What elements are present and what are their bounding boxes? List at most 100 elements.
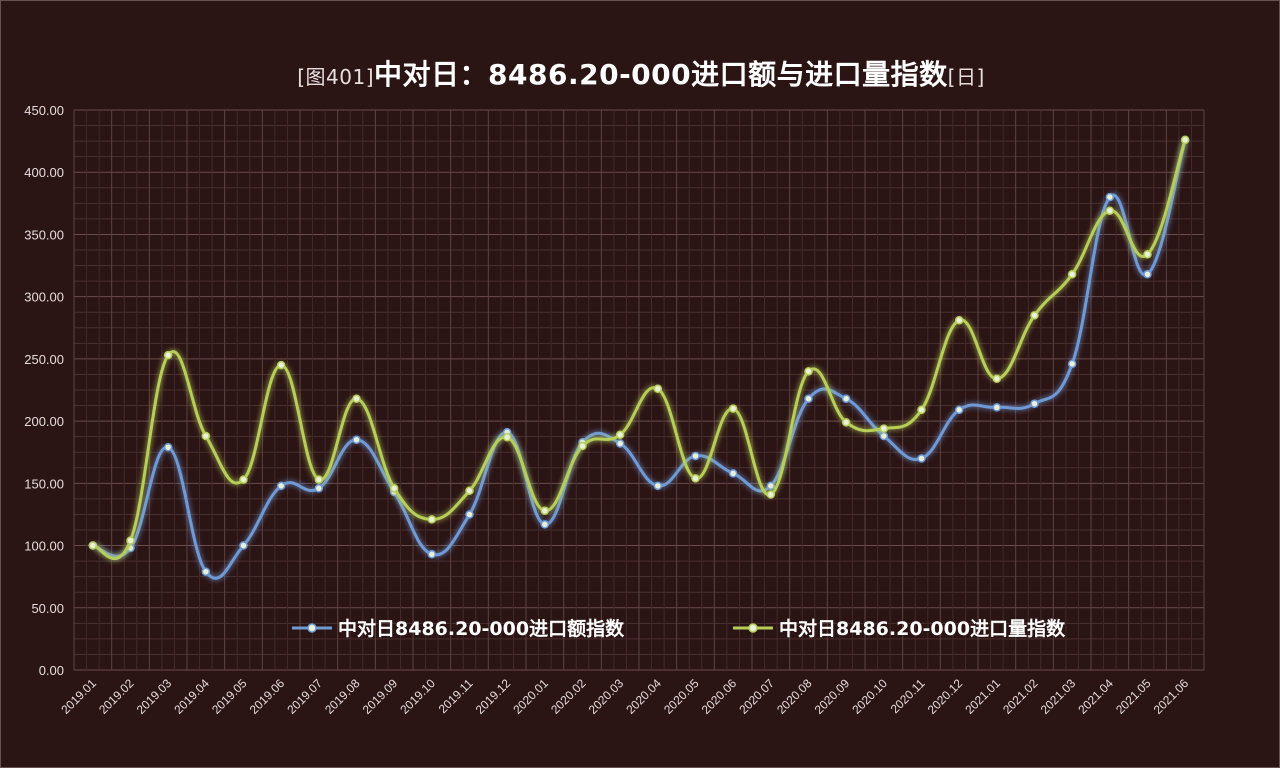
- chart-title-suffix: [日]: [947, 65, 985, 89]
- x-tick-label: 2020.08: [774, 676, 815, 717]
- data-point: [1030, 311, 1039, 320]
- x-tick-label: 2021.05: [1113, 676, 1154, 717]
- plot-grid: [73, 109, 1205, 671]
- x-tick-label: 2021.03: [1038, 676, 1079, 717]
- data-point: [201, 431, 211, 441]
- y-tick-label: 50.00: [31, 601, 64, 616]
- data-point: [427, 550, 437, 559]
- y-tick-label: 250.00: [24, 352, 64, 367]
- y-tick-label: 100.00: [24, 539, 64, 554]
- legend-swatch-marker: [748, 623, 758, 633]
- data-point: [389, 484, 399, 493]
- data-point: [276, 481, 286, 491]
- legend-swatch-marker: [307, 623, 317, 633]
- data-point: [992, 374, 1002, 384]
- data-point: [1105, 192, 1115, 202]
- data-point: [653, 384, 663, 394]
- data-point: [1180, 135, 1190, 145]
- x-tick-label: 2019.09: [360, 676, 401, 717]
- data-point: [88, 541, 98, 550]
- x-tick-label: 2020.10: [849, 676, 890, 717]
- x-tick-label: 2020.05: [661, 676, 702, 717]
- x-tick-label: 2021.02: [1000, 676, 1041, 717]
- data-point: [427, 515, 437, 524]
- data-point: [653, 481, 663, 491]
- data-point: [841, 394, 851, 403]
- data-point: [917, 454, 926, 463]
- x-tick-label: 2020.06: [699, 676, 740, 717]
- legend-label: 中对日8486.20-000进口额指数: [338, 617, 625, 640]
- data-point: [615, 439, 625, 448]
- series-2: [88, 135, 1190, 560]
- data-point: [502, 433, 512, 442]
- x-tick-label: 2019.04: [171, 676, 212, 717]
- data-point: [804, 367, 813, 376]
- data-point: [276, 360, 286, 370]
- data-point: [1105, 206, 1115, 216]
- data-point: [540, 506, 550, 515]
- x-tick-label: 2019.11: [436, 676, 476, 716]
- x-tick-label: 2019.03: [134, 676, 175, 717]
- y-tick-label: 300.00: [24, 290, 64, 305]
- data-point: [314, 475, 324, 484]
- y-tick-label: 450.00: [24, 103, 64, 118]
- chart-title-prefix: [图401]: [297, 65, 375, 89]
- data-point: [352, 394, 361, 403]
- data-point: [691, 474, 700, 483]
- y-axis: 0.00 50.00 100.00 150.00 200.00 250.00 300.00 3…: [24, 103, 64, 678]
- y-tick-label: 0.00: [39, 663, 64, 678]
- x-tick-label: 2019.05: [209, 676, 250, 717]
- x-tick-label: 2019.12: [473, 676, 514, 717]
- y-tick-label: 150.00: [24, 476, 64, 491]
- data-point: [615, 430, 625, 440]
- data-point: [879, 431, 889, 441]
- x-tick-label: 2019.08: [322, 676, 363, 717]
- x-tick-label: 2020.07: [736, 676, 777, 717]
- chart-title-main: 中对日：8486.20-000进口额与进口量指数: [374, 58, 948, 91]
- x-tick-label: 2020.09: [812, 676, 853, 717]
- data-point: [1067, 270, 1077, 279]
- data-point: [954, 405, 964, 415]
- data-point: [465, 486, 474, 496]
- x-tick-label: 2020.03: [586, 676, 627, 717]
- data-point: [954, 316, 964, 325]
- x-tick-label: 2020.02: [548, 676, 589, 717]
- data-point: [126, 536, 135, 545]
- x-tick-label: 2020.11: [888, 676, 928, 716]
- data-point: [766, 490, 776, 499]
- x-tick-label: 2021.01: [962, 676, 1003, 717]
- x-tick-label: 2019.06: [247, 676, 288, 717]
- x-tick-label: 2020.04: [623, 676, 664, 717]
- data-point: [691, 451, 700, 461]
- data-point: [239, 541, 248, 550]
- data-point: [1143, 270, 1152, 279]
- legend: 中对日8486.20-000进口额指数 中对日8486.20-000进口量指数: [292, 617, 1066, 640]
- data-point: [804, 394, 813, 403]
- y-tick-label: 350.00: [24, 227, 64, 242]
- data-point: [352, 435, 361, 445]
- data-point: [163, 350, 173, 360]
- x-tick-label: 2021.04: [1075, 676, 1116, 717]
- data-point: [728, 469, 738, 478]
- data-point: [1030, 399, 1039, 408]
- legend-label: 中对日8486.20-000进口量指数: [779, 617, 1066, 640]
- data-point: [728, 404, 738, 413]
- data-point: [992, 403, 1002, 412]
- x-tick-label: 2020.01: [510, 676, 551, 717]
- x-tick-label: 2019.01: [58, 676, 99, 717]
- data-point: [841, 418, 851, 427]
- chart-title: [图401]中对日：8486.20-000进口额与进口量指数[日]: [1, 53, 1280, 93]
- y-tick-label: 400.00: [24, 165, 64, 180]
- data-point: [163, 442, 173, 452]
- x-tick-label: 2020.12: [925, 676, 966, 717]
- x-tick-label: 2019.02: [96, 676, 137, 717]
- data-point: [1067, 359, 1077, 369]
- x-tick-label: 2019.10: [397, 676, 438, 717]
- x-tick-label: 2021.06: [1151, 676, 1192, 717]
- data-point: [766, 481, 776, 491]
- data-point: [540, 520, 550, 529]
- x-axis: 2019.012019.022019.032019.042019.052019.…: [58, 676, 1191, 717]
- data-point: [239, 475, 248, 484]
